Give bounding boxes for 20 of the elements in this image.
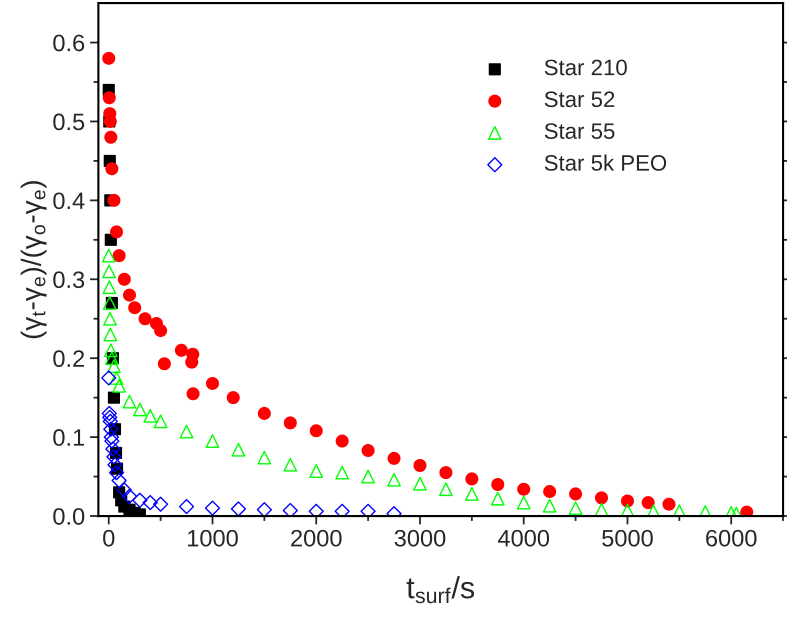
x-tick-label: 3000 bbox=[394, 530, 446, 547]
legend-label: Star 52 bbox=[544, 91, 614, 108]
y-tick-label: 0.4 bbox=[53, 192, 84, 210]
y-tick-label: 0.6 bbox=[53, 34, 84, 52]
x-tick-label: 2000 bbox=[291, 530, 342, 547]
y-tick-label: 0.0 bbox=[53, 508, 84, 525]
x-tick-label: 4000 bbox=[498, 530, 550, 547]
x-tick-label: 1000 bbox=[188, 530, 238, 547]
x-tick-label: 6000 bbox=[706, 530, 757, 547]
y-tick-label: 0.2 bbox=[53, 350, 84, 367]
y-tick-label: 0.1 bbox=[53, 429, 84, 446]
y-tick-label: 0.3 bbox=[53, 271, 84, 288]
y-tick-label: 0.5 bbox=[53, 114, 84, 130]
legend-label: Star 55 bbox=[544, 123, 614, 139]
legend-label: Star 210 bbox=[544, 60, 627, 76]
text: (γ$_{t}$-γ$_{e}$)/(γ$_{o}$-γ$_{e}$) bbox=[20, 181, 47, 338]
x-tick-label: 0 bbox=[103, 530, 114, 547]
legend-label: Star 5k PEO bbox=[544, 154, 666, 171]
x-tick-label: 5000 bbox=[602, 530, 653, 547]
x-axis-title: t$_{surf}$/s bbox=[406, 576, 474, 604]
